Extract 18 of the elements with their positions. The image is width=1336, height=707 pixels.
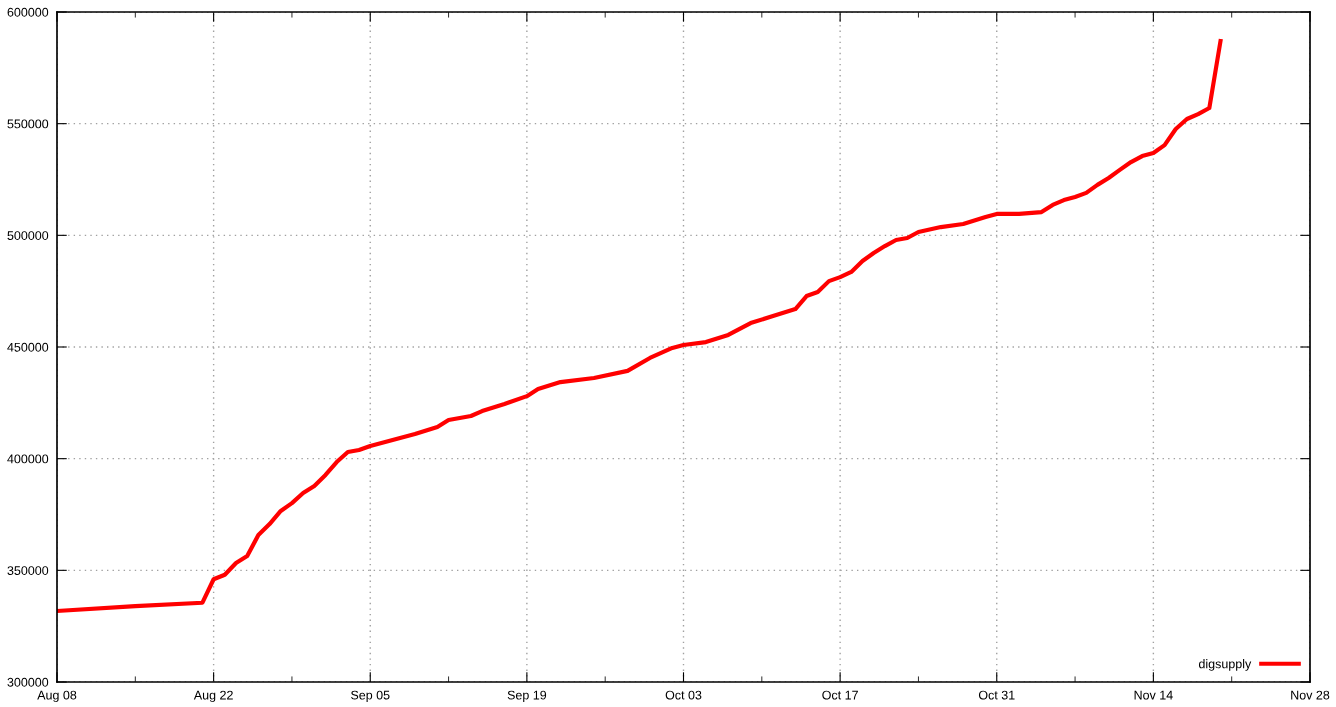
x-tick-label: Aug 22 bbox=[193, 690, 233, 702]
x-tick-label: Oct 31 bbox=[978, 690, 1015, 700]
y-tick-label: 300000 bbox=[7, 677, 49, 687]
x-tick-label: Nov 28 bbox=[1291, 690, 1330, 700]
line-series bbox=[57, 38, 1223, 614]
x-tick-label: Oct 03 bbox=[665, 690, 702, 700]
x-tick-label: Nov 14 bbox=[1134, 690, 1173, 700]
x-tick-label: Sep 05 bbox=[351, 690, 390, 702]
y-tick-label: 350000 bbox=[7, 566, 49, 575]
y-tick-label: 550000 bbox=[7, 119, 49, 129]
x-tick-label: Oct 17 bbox=[822, 690, 858, 700]
x-tick-label: Sep 19 bbox=[507, 690, 547, 702]
y-tick-label: 600000 bbox=[7, 7, 49, 17]
y-tick-label: 500000 bbox=[7, 231, 49, 240]
x-tick-label: Aug 08 bbox=[37, 690, 77, 702]
y-tick-label: 400000 bbox=[7, 454, 49, 464]
y-tick-label: 450000 bbox=[7, 342, 49, 352]
legend-label: digsupply bbox=[1198, 659, 1252, 671]
